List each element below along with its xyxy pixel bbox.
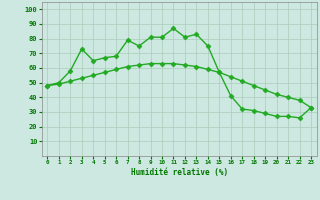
X-axis label: Humidité relative (%): Humidité relative (%): [131, 168, 228, 177]
